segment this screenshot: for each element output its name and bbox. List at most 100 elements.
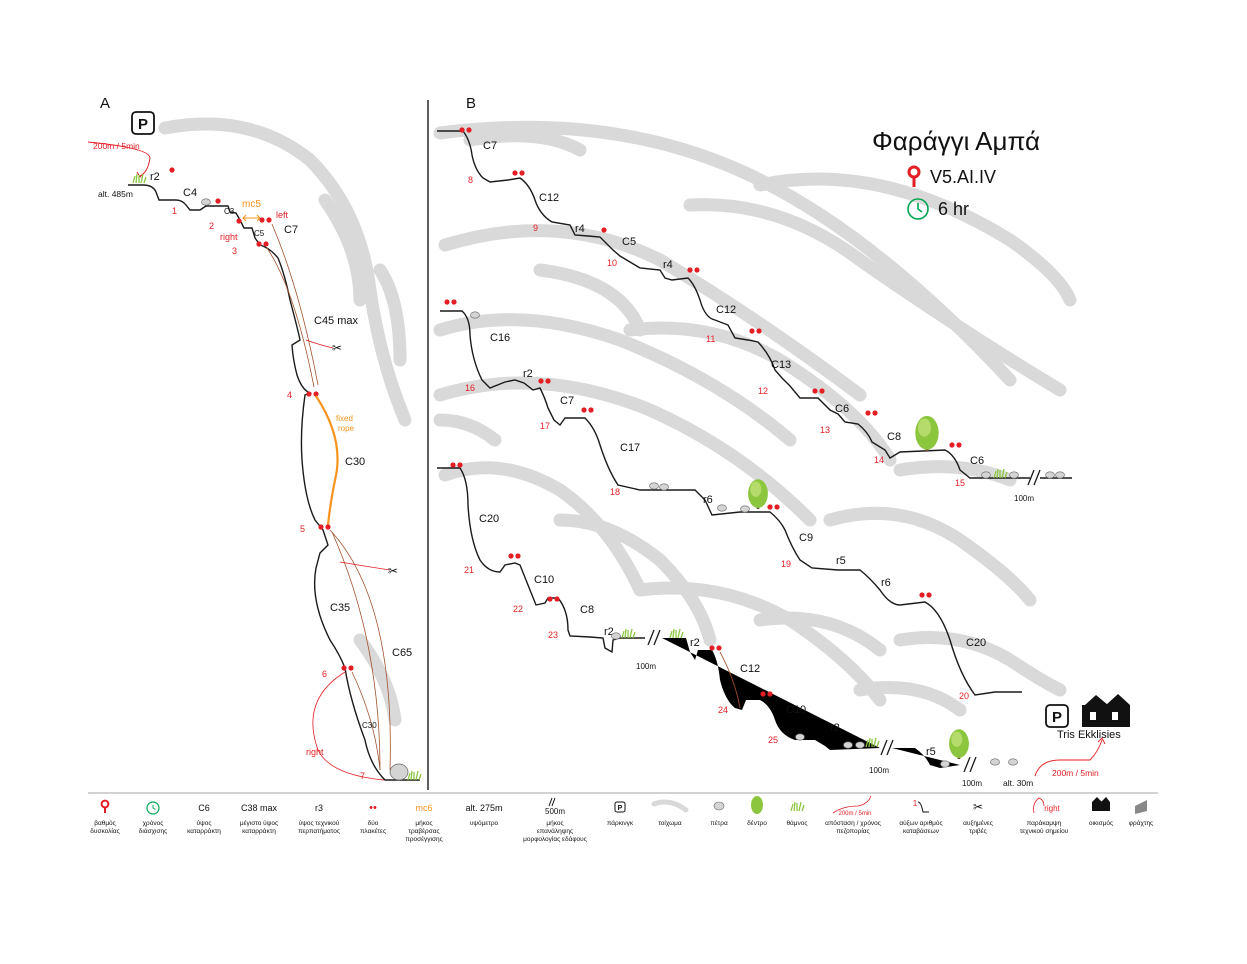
section-b-profile: C7 8 C12 9 r4 C5 10 r4 C12 11 C13 12 C6 … <box>437 127 1130 788</box>
legend-sym-3: C38 max <box>241 803 278 813</box>
legend-l1-2: ύψος <box>197 819 212 827</box>
legend-c38: C38 max μέγιστο ύψος καταρράκτη <box>240 803 278 835</box>
legend-r3: r3 ύψος τεχνικού περπατήματος <box>298 803 340 835</box>
legend-l1-8: μήκος <box>546 820 563 827</box>
label-100m-d: 100m <box>962 779 982 788</box>
legend-l2-17: τεχνικού σημείου <box>1020 827 1069 835</box>
duration-value: 6 hr <box>938 198 970 219</box>
legend-l1-17: παράκαμψη <box>1027 819 1062 827</box>
legend-bypass: right παράκαμψη τεχνικού σημείου <box>1020 797 1069 835</box>
label-r4-a: r4 <box>575 223 585 235</box>
station-13: 13 <box>820 425 830 435</box>
legend-l3-8: μορφολογίας εδάφους <box>523 835 587 843</box>
scissors-icon-a2: ✂ <box>388 564 398 578</box>
label-c12-c: C12 <box>740 663 760 675</box>
label-c65: C65 <box>392 647 412 659</box>
station-4: 4 <box>287 390 292 400</box>
legend-l1-10: τοίχωμα <box>658 819 682 827</box>
village-name: Tris Ekklisies <box>1057 729 1121 741</box>
label-c7-b: C7 <box>483 140 497 152</box>
label-c20-b: C20 <box>479 513 499 525</box>
label-r2-e: r2 <box>830 722 840 734</box>
legend-l1-1: χρόνος <box>143 819 164 827</box>
legend-l1-18: οικισμός <box>1089 819 1113 827</box>
start-altitude: alt. 485m <box>98 189 133 199</box>
legend-l2-16: τριβές <box>969 827 986 835</box>
legend-l2-8: επανάληψης <box>537 827 573 835</box>
label-r2-b: r2 <box>523 368 533 380</box>
scissors-icon-a1: ✂ <box>332 341 342 355</box>
label-r6-b: r6 <box>881 577 891 589</box>
label-c6-b: C6 <box>970 455 984 467</box>
label-r5-b: r5 <box>926 746 936 758</box>
legend-l2-1: διάσχισης <box>139 827 167 835</box>
label-r2-d: r2 <box>690 637 700 649</box>
station-1: 1 <box>172 206 177 216</box>
profile-line-a <box>128 184 420 781</box>
label-c35: C35 <box>330 602 350 614</box>
label-mc5: mc5 <box>242 199 261 210</box>
station-24: 24 <box>718 705 728 715</box>
label-100m-b: 100m <box>636 662 656 671</box>
legend-l2-6: τραβέρσας <box>408 827 439 835</box>
legend-l1-7: υψόμετρο <box>470 819 499 827</box>
label-r5-a: r5 <box>836 555 846 567</box>
legend-sym-15: 1 <box>913 799 918 808</box>
section-label-a: A <box>100 95 110 112</box>
station-3: 3 <box>232 246 237 256</box>
station-11: 11 <box>706 334 715 344</box>
grade-row: V5.AI.IV <box>906 165 1040 189</box>
legend-l2-3: καταρράκτη <box>242 827 276 835</box>
label-c16: C16 <box>490 332 510 344</box>
section-a-profile: P 200m / 5min alt. 485m r2 1 C4 2 C3 mc5… <box>87 111 422 781</box>
station-16: 16 <box>465 383 475 393</box>
label-right-2: right <box>306 747 324 757</box>
label-c12-b: C12 <box>716 304 736 316</box>
legend-l2-14: πεζοπορίας <box>836 827 869 835</box>
label-r6-a: r6 <box>703 494 713 506</box>
legend-dots: •• δύο πλακέτες <box>360 802 386 835</box>
fixed-rope <box>315 395 339 526</box>
legend: βαθμός δυσκολίας χρόνος διάσχισης C6 ύψο… <box>88 792 1158 843</box>
legend-bush: θάμνος <box>786 801 808 827</box>
legend-l1-16: αυξημένες <box>963 819 993 827</box>
legend-l1-19: φράχτης <box>1129 819 1153 827</box>
parking-icon-finish <box>1045 704 1069 728</box>
station-12: 12 <box>758 386 768 396</box>
legend-sym-5: •• <box>369 802 377 814</box>
label-c8-b: C8 <box>580 604 594 616</box>
legend-l2-2: καταρράκτη <box>187 827 221 835</box>
legend-tree: δέντρο <box>747 796 767 827</box>
legend-parking: P πάρκινγκ <box>607 801 634 827</box>
label-rope: rope <box>338 424 355 433</box>
legend-sym-14: 200m / 5min <box>838 811 871 817</box>
station-8: 8 <box>468 175 473 185</box>
section-label-b: B <box>466 95 476 112</box>
parking-label-finish: P <box>1052 709 1062 726</box>
profile-line-b3 <box>437 467 645 654</box>
legend-l1-15: αύξων αριθμός <box>899 819 942 827</box>
label-c5-b: C5 <box>622 236 636 248</box>
boulder <box>389 763 409 781</box>
station-7: 7 <box>360 771 365 781</box>
canyon-title: Φαράγγι Αμπά <box>872 126 1041 156</box>
label-c4: C4 <box>183 187 197 199</box>
station-22: 22 <box>513 604 523 614</box>
finish-altitude: alt. 30m <box>1003 778 1033 788</box>
legend-l1-5: δύο <box>368 819 379 827</box>
legend-l1-0: βαθμός <box>94 819 116 827</box>
station-5: 5 <box>300 524 305 534</box>
legend-l1-11: πέτρα <box>710 819 728 827</box>
clock-icon <box>907 198 929 220</box>
station-25: 25 <box>768 735 778 745</box>
return-arrow <box>1034 739 1103 777</box>
station-6: 6 <box>322 669 327 679</box>
legend-sym-8: 500m <box>545 807 565 816</box>
grade-value: V5.AI.IV <box>930 166 997 187</box>
legend-l1-3: μέγιστο ύψος <box>240 819 278 827</box>
station-20: 20 <box>959 691 969 701</box>
legend-alt: alt. 275m υψόμετρο <box>465 803 502 827</box>
title-block: Φαράγγι Αμπά V5.AI.IV 6 hr <box>872 126 1040 221</box>
station-10: 10 <box>607 258 617 268</box>
